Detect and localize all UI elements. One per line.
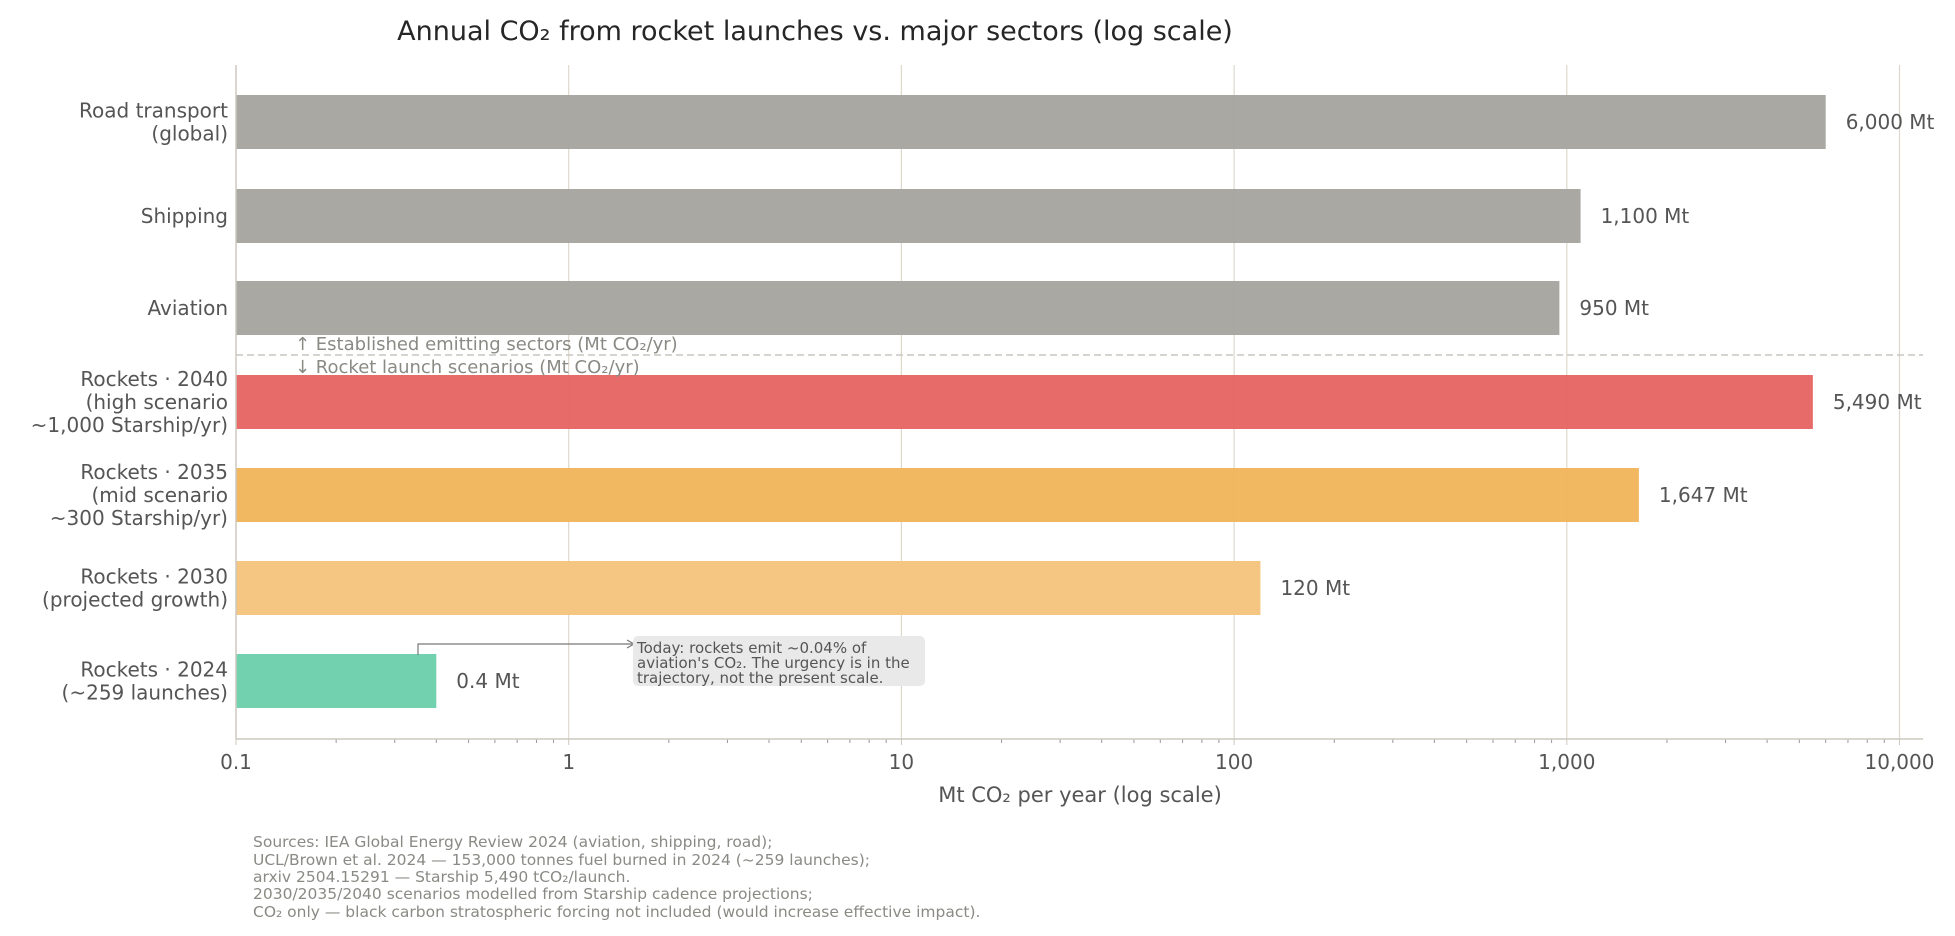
category-label: ~300 Starship/yr)	[50, 506, 228, 530]
footnote: Sources: IEA Global Energy Review 2024 (…	[253, 833, 980, 921]
category-label: ~1,000 Starship/yr)	[31, 413, 228, 437]
category-label: Rockets · 2035	[80, 460, 228, 484]
footnote-line: UCL/Brown et al. 2024 — 153,000 tonnes f…	[253, 851, 870, 869]
category-label: Road transport	[79, 99, 228, 123]
separator: ↑ Established emitting sectors (Mt CO₂/y…	[236, 334, 1923, 378]
bar	[236, 281, 1560, 335]
x-tick-label: 10,000	[1865, 750, 1935, 774]
axes: 0.1 1 10 100 1,000 10,000	[220, 65, 1934, 774]
category-label: Shipping	[141, 204, 228, 228]
category-label: Rockets · 2040	[80, 367, 228, 391]
bar	[236, 375, 1813, 429]
bars: 6,000 Mt Road transport(global) 1,100 Mt Sh…	[31, 95, 1935, 708]
x-tick-label: 1,000	[1538, 750, 1595, 774]
x-axis-label: Mt CO₂ per year (log scale)	[938, 783, 1222, 807]
bar-value-label: 1,100 Mt	[1601, 204, 1690, 228]
bar-value-label: 6,000 Mt	[1846, 110, 1935, 134]
bar	[236, 561, 1261, 615]
category-label: Aviation	[148, 296, 228, 320]
annotation-text: Today: rockets emit ~0.04% of aviation's…	[636, 639, 915, 687]
bar	[236, 654, 437, 708]
separator-above-label: ↑ Established emitting sectors (Mt CO₂/y…	[295, 334, 678, 355]
separator-below-label: ↓ Rocket launch scenarios (Mt CO₂/yr)	[295, 357, 640, 378]
bar-value-label: 120 Mt	[1280, 576, 1350, 600]
category-label: (projected growth)	[42, 588, 228, 612]
category-label: (~259 launches)	[62, 681, 228, 705]
bar	[236, 95, 1826, 149]
footnote-line: arxiv 2504.15291 — Starship 5,490 tCO₂/l…	[253, 868, 630, 886]
x-tick-label: 0.1	[220, 750, 252, 774]
annotation-line: Today: rockets emit ~0.04% of	[636, 639, 867, 657]
footnote-line: Sources: IEA Global Energy Review 2024 (…	[253, 833, 772, 851]
annotation-line: aviation's CO₂. The urgency is in the	[637, 654, 910, 672]
bar	[236, 468, 1639, 522]
x-tick-label: 100	[1215, 750, 1253, 774]
x-tick-label: 1	[562, 750, 575, 774]
bar-value-label: 1,647 Mt	[1659, 483, 1748, 507]
annotation-line: trajectory, not the present scale.	[637, 669, 883, 687]
footnote-line: CO₂ only — black carbon stratospheric fo…	[253, 903, 980, 921]
footnote-line: 2030/2035/2040 scenarios modelled from S…	[253, 885, 813, 903]
category-label: Rockets · 2024	[80, 658, 228, 682]
bar	[236, 189, 1581, 243]
x-tick-label: 10	[889, 750, 914, 774]
chart-title: Annual CO₂ from rocket launches vs. majo…	[397, 16, 1233, 47]
annotation-arrow	[417, 643, 632, 655]
category-label: (high scenario	[86, 390, 228, 414]
bar-value-label: 950 Mt	[1579, 296, 1649, 320]
bar-value-label: 0.4 Mt	[456, 669, 519, 693]
category-label: (global)	[151, 122, 228, 146]
category-label: Rockets · 2030	[80, 565, 228, 589]
annotation: Today: rockets emit ~0.04% of aviation's…	[417, 636, 925, 687]
category-label: (mid scenario	[91, 483, 228, 507]
bar-value-label: 5,490 Mt	[1833, 390, 1922, 414]
annotation-box	[633, 636, 925, 686]
